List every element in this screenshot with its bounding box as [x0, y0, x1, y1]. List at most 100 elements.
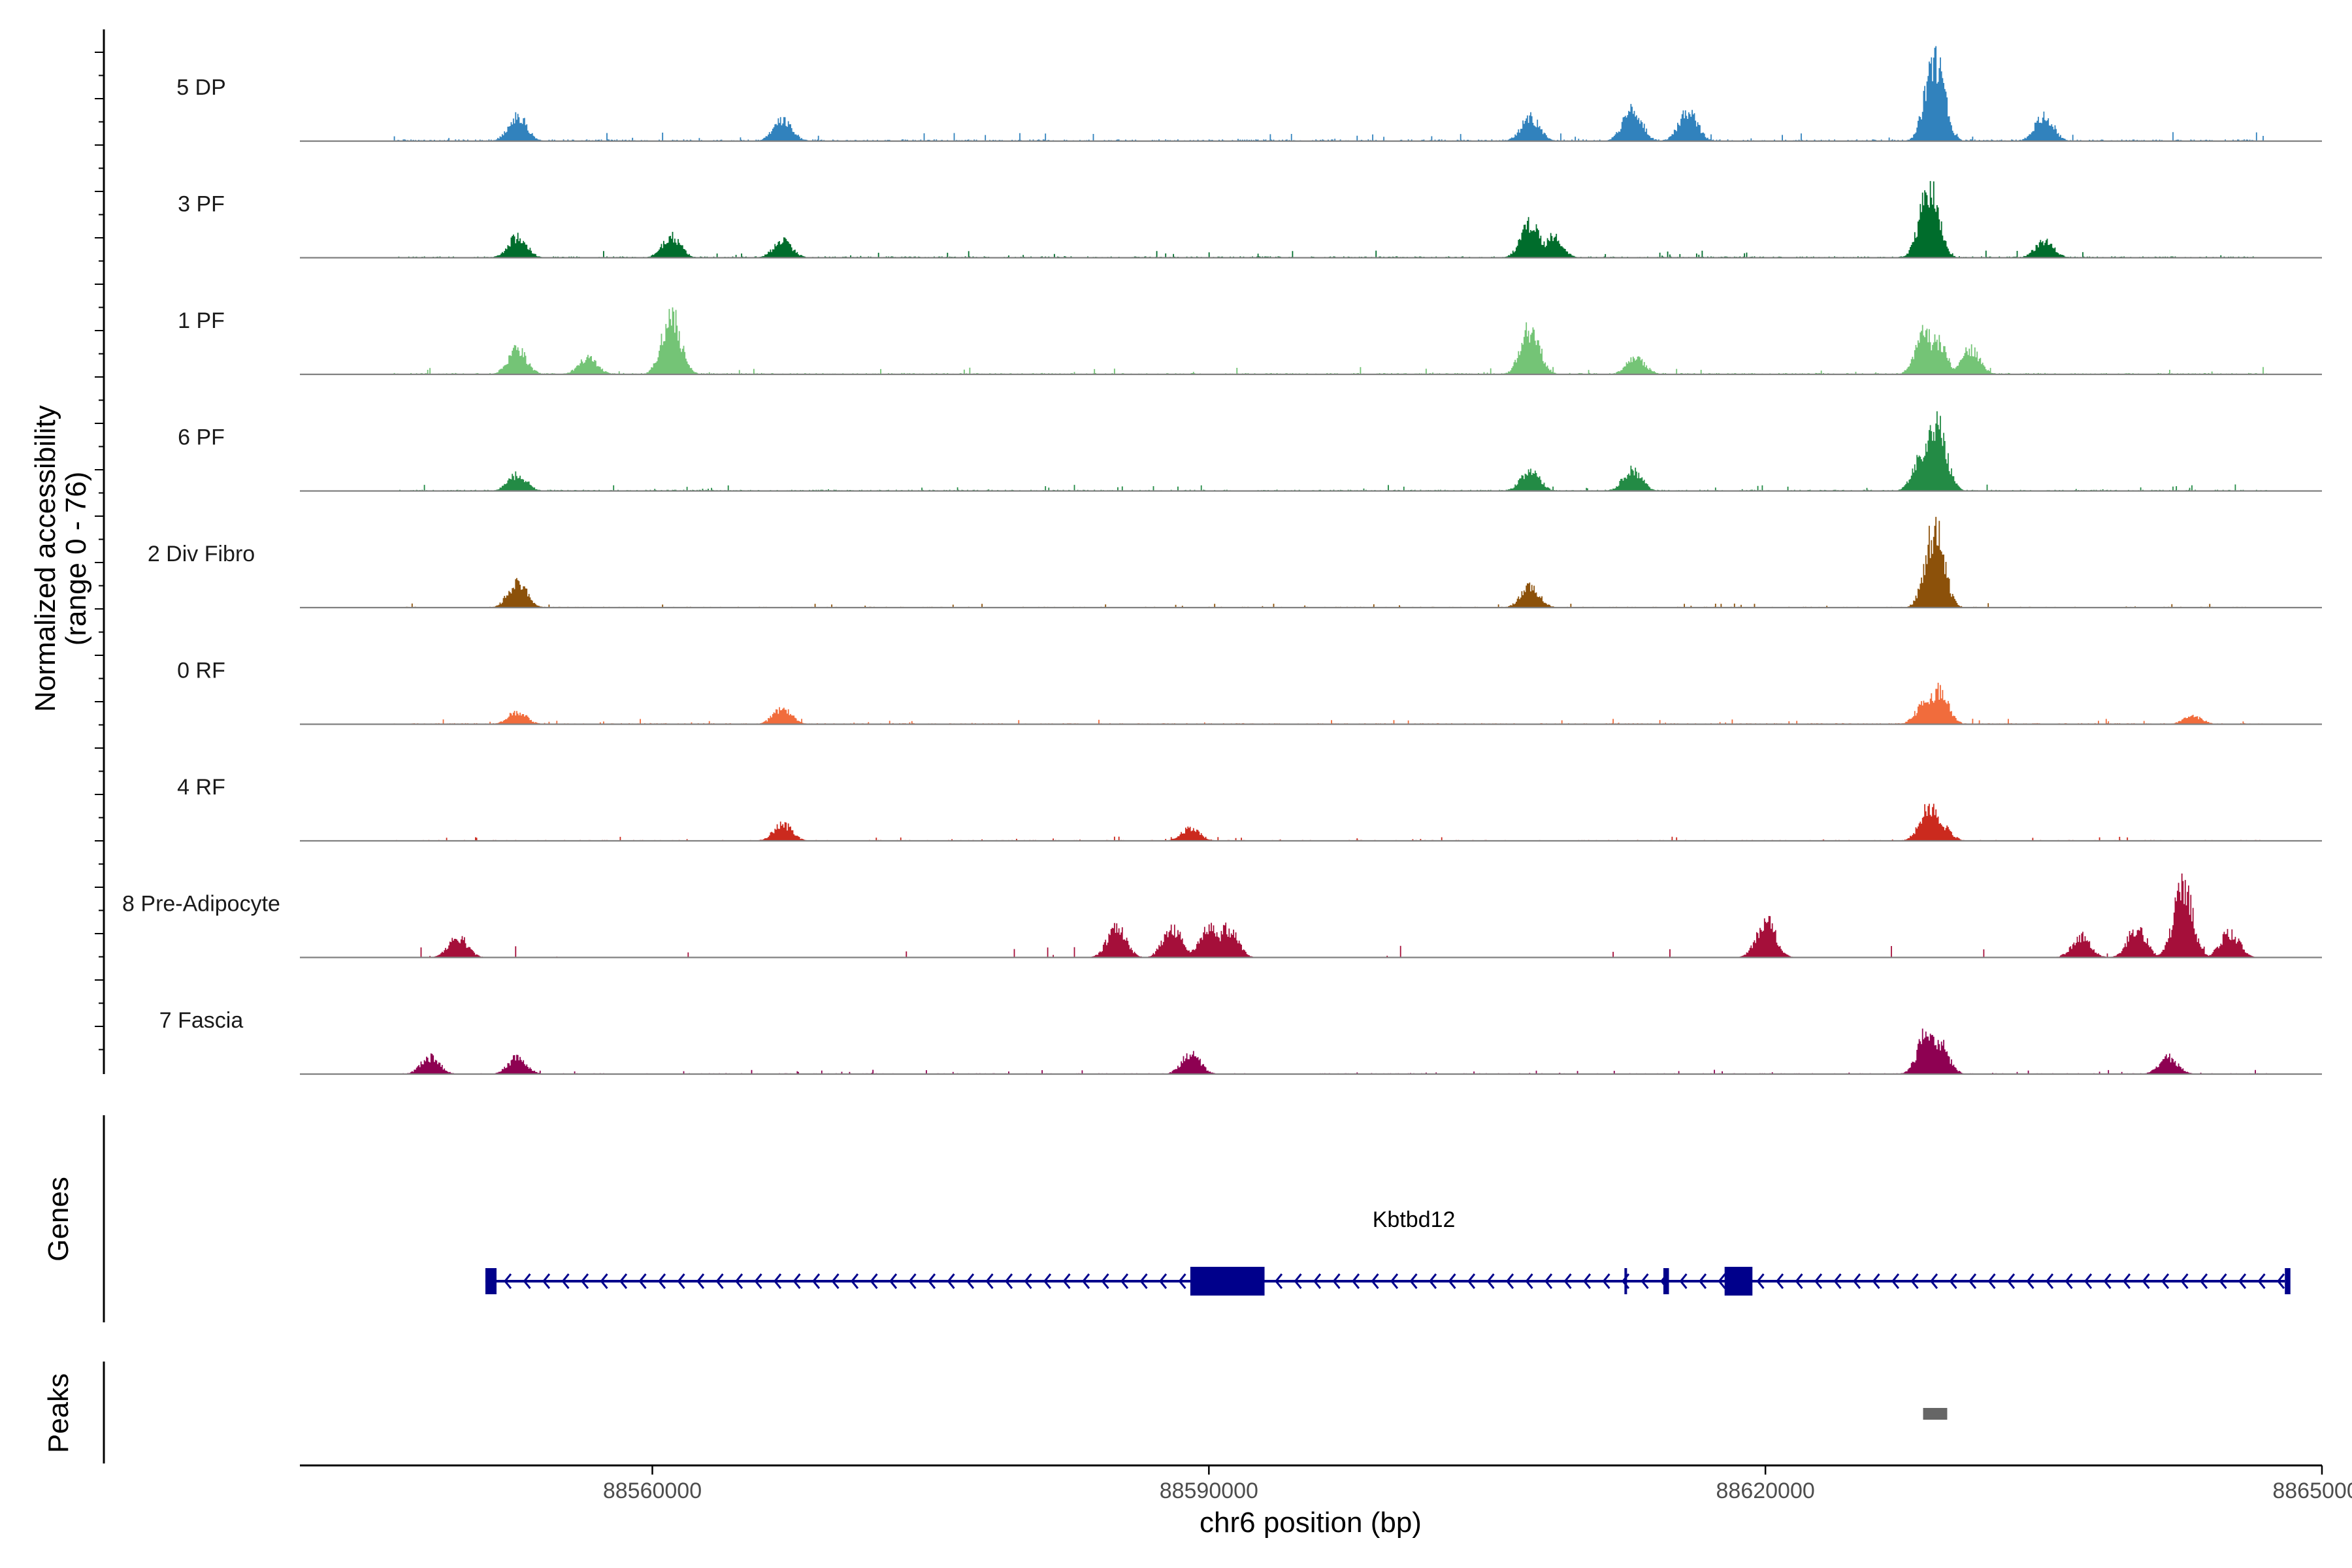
strand-arrow [523, 1273, 531, 1289]
strand-arrow [1371, 1273, 1379, 1289]
strand-arrow [1679, 1273, 1688, 1289]
strand-arrow [851, 1273, 859, 1289]
strand-arrow [1275, 1273, 1283, 1289]
strand-arrow [1101, 1273, 1109, 1289]
strand-arrow [1853, 1273, 1861, 1289]
strand-arrow [542, 1273, 551, 1289]
strand-arrow [1949, 1273, 1957, 1289]
gene-exon [1724, 1267, 1753, 1296]
strand-arrow [619, 1273, 628, 1289]
x-tick-label: 88560000 [603, 1478, 702, 1503]
strand-arrow [1641, 1273, 1649, 1289]
gene-exon [1663, 1268, 1669, 1294]
strand-arrow [2142, 1273, 2150, 1289]
strand-arrow [985, 1273, 994, 1289]
strand-arrow [2161, 1273, 2170, 1289]
gene-model: Kbtbd12 [485, 1207, 2291, 1296]
strand-arrow [1987, 1273, 1996, 1289]
strand-arrow [1294, 1273, 1302, 1289]
coverage-tracks: 5 DP 3 PF 1 PF 6 PF 2 Div Fibro 0 RF 4 RF 8 Pre… [122, 46, 2322, 1075]
strand-arrow [1332, 1273, 1341, 1289]
x-tick-label: 88590000 [1160, 1478, 1258, 1503]
strand-arrow [1139, 1273, 1148, 1289]
track-label: 4 RF [177, 775, 225, 800]
strand-arrow [1718, 1273, 1726, 1289]
track-label: 8 Pre-Adipocyte [122, 892, 280, 917]
strand-arrow [735, 1273, 743, 1289]
strand-arrow [2238, 1273, 2247, 1289]
coverage-area [392, 307, 2268, 374]
strand-arrow [1313, 1273, 1322, 1289]
strand-arrow [2257, 1273, 2266, 1289]
strand-arrow [1005, 1273, 1013, 1289]
strand-arrow [1062, 1273, 1071, 1289]
gene-label: Kbtbd12 [1373, 1207, 1456, 1232]
strand-arrow [1544, 1273, 1553, 1289]
strand-arrow [1583, 1273, 1592, 1289]
x-tick-label: 88620000 [1716, 1478, 1815, 1503]
x-tick-label: 88650000 [2272, 1478, 2352, 1503]
peak-regions [1923, 1408, 1948, 1420]
track-label: 3 PF [178, 192, 225, 217]
strand-arrow [658, 1273, 666, 1289]
coverage-y-axis-title: Normalized accessibility [29, 405, 61, 711]
strand-arrow [754, 1273, 762, 1289]
strand-arrow [1024, 1273, 1032, 1289]
strand-arrow [2103, 1273, 2112, 1289]
strand-arrow [812, 1273, 821, 1289]
strand-arrow [2007, 1273, 2016, 1289]
track-label: 2 Div Fibro [148, 542, 255, 566]
genes-axis-title: Genes [42, 1177, 74, 1262]
track-label: 1 PF [178, 308, 225, 333]
strand-arrow [2277, 1273, 2285, 1289]
strand-arrow [870, 1273, 878, 1289]
x-axis-ticks: 88560000 88590000 88620000 88650000 [603, 1465, 2352, 1503]
strand-arrow [2219, 1273, 2227, 1289]
strand-arrow [638, 1273, 647, 1289]
strand-arrow [561, 1273, 570, 1289]
strand-arrow [1910, 1273, 1919, 1289]
gene-exon [485, 1268, 497, 1294]
strand-arrow [1968, 1273, 1977, 1289]
strand-arrow [1833, 1273, 1842, 1289]
strand-arrow [1872, 1273, 1880, 1289]
strand-arrow [2180, 1273, 2189, 1289]
strand-arrow [504, 1273, 512, 1289]
strand-arrow [1082, 1273, 1090, 1289]
strand-arrow [1486, 1273, 1495, 1289]
strand-arrow [2026, 1273, 2034, 1289]
coverage-y-ticks [95, 52, 104, 1051]
strand-arrow [2046, 1273, 2054, 1289]
strand-arrow [1506, 1273, 1514, 1289]
peaks-axis-title: Peaks [42, 1373, 74, 1453]
strand-arrow [1043, 1273, 1052, 1289]
strand-arrow [1563, 1273, 1572, 1289]
strand-arrow [2084, 1273, 2093, 1289]
track-label: 0 RF [177, 659, 225, 683]
strand-arrow [2123, 1273, 2131, 1289]
strand-arrow [1756, 1273, 1765, 1289]
strand-arrow [1699, 1273, 1707, 1289]
strand-arrow [1390, 1273, 1399, 1289]
gene-exon [1190, 1267, 1265, 1296]
strand-arrow [1814, 1273, 1823, 1289]
track-label: 7 Fascia [159, 1008, 244, 1033]
strand-arrow [581, 1273, 589, 1289]
strand-arrow [1120, 1273, 1129, 1289]
coverage-y-axis-range: (range 0 - 76) [60, 472, 92, 646]
strand-arrow [774, 1273, 782, 1289]
strand-arrow [792, 1273, 801, 1289]
strand-arrow [889, 1273, 898, 1289]
track-label: 5 DP [176, 75, 226, 100]
strand-arrow [1409, 1273, 1418, 1289]
track-label: 6 PF [178, 425, 225, 450]
strand-arrow [831, 1273, 840, 1289]
peak-region [1923, 1408, 1948, 1420]
strand-arrow [1352, 1273, 1360, 1289]
strand-arrow [1178, 1273, 1186, 1289]
strand-arrow [1795, 1273, 1803, 1289]
strand-arrow [600, 1273, 608, 1289]
gene-exon [2285, 1268, 2291, 1294]
strand-arrow [2200, 1273, 2208, 1289]
